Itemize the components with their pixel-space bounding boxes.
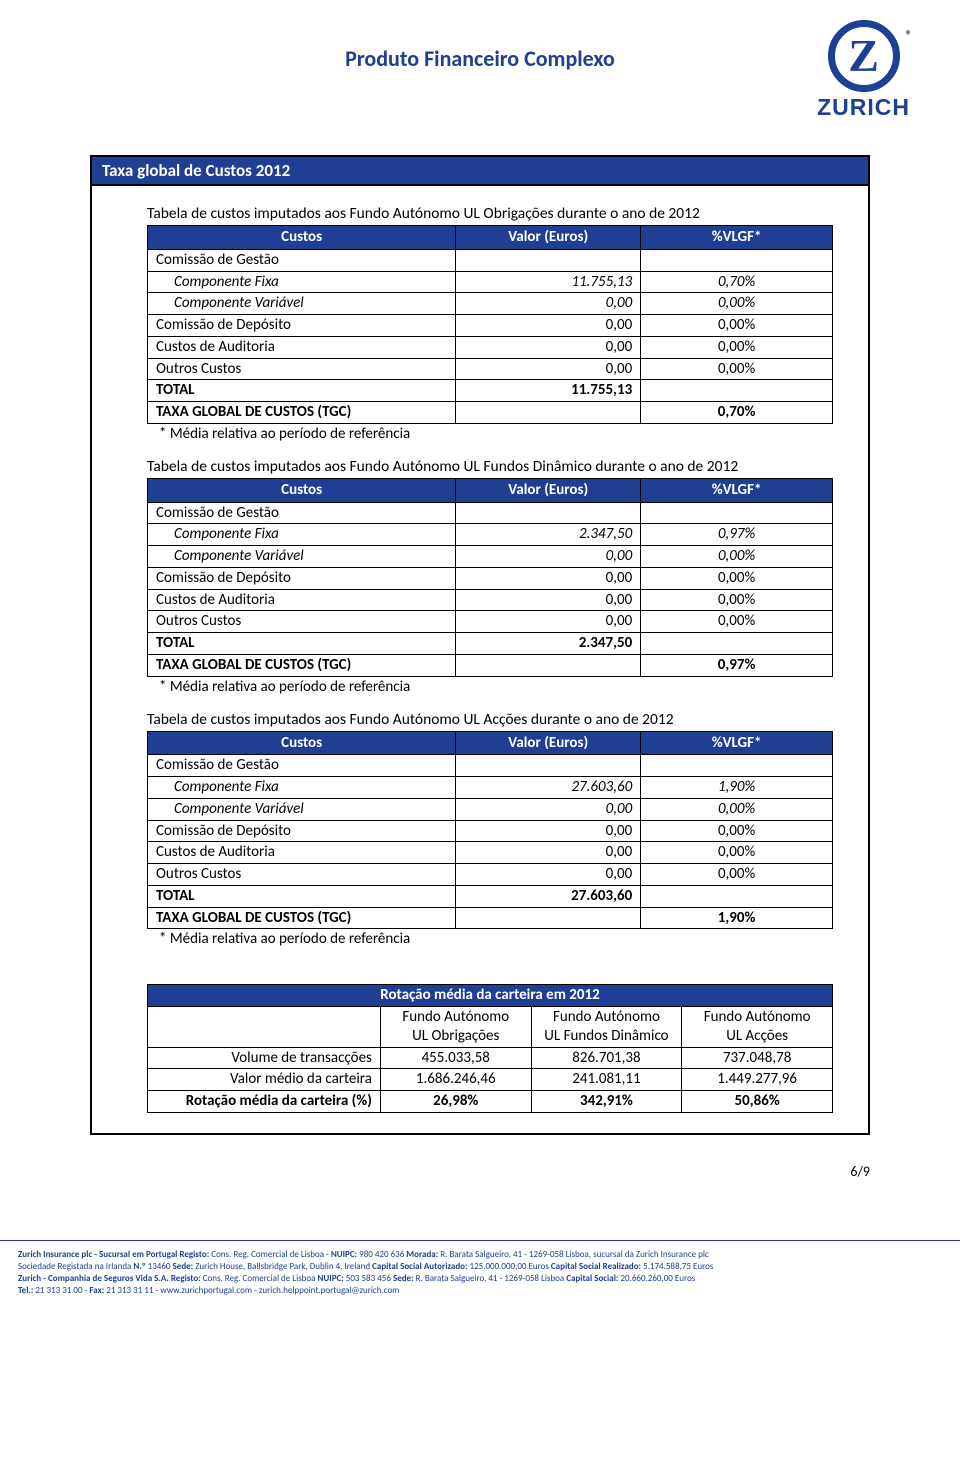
rotation-title: Rotação média da carteira em 2012 (148, 985, 833, 1007)
rotation-subheader: Fundo AutónomoUL ObrigaçõesFundo Autónom… (148, 1007, 833, 1048)
col-vlgf: %VLGF* (641, 478, 833, 502)
table-caption: Tabela de custos imputados aos Fundo Aut… (147, 204, 833, 223)
rotation-row: Valor médio da carteira1.686.246,46241.0… (148, 1069, 833, 1091)
page-number: 6/9 (90, 1163, 870, 1180)
row-comissao-gestao: Comissão de Gestão (148, 502, 833, 524)
table-footnote: * Média relativa ao período de referênci… (147, 678, 833, 696)
rotation-row: Volume de transacções455.033,58826.701,3… (148, 1047, 833, 1069)
document-title: Produto Financeiro Complexo (90, 40, 870, 72)
zurich-logo: Z ® ZURICH (817, 20, 910, 121)
row-tgc: TAXA GLOBAL DE CUSTOS (TGC)0,70% (148, 402, 833, 424)
row-outros-custos: Outros Custos0,000,00% (148, 864, 833, 886)
row-componente-variavel: Componente Variável0,000,00% (148, 546, 833, 568)
col-valor: Valor (Euros) (456, 478, 641, 502)
col-custos: Custos (148, 731, 456, 755)
row-total: TOTAL11.755,13 (148, 380, 833, 402)
cost-table: CustosValor (Euros)%VLGF*Comissão de Ges… (147, 731, 833, 930)
logo-wordmark: ZURICH (817, 94, 910, 121)
row-comissao-deposito: Comissão de Depósito0,000,00% (148, 820, 833, 842)
row-custos-auditoria: Custos de Auditoria0,000,00% (148, 336, 833, 358)
row-tgc: TAXA GLOBAL DE CUSTOS (TGC)0,97% (148, 654, 833, 676)
row-componente-fixa: Componente Fixa2.347,500,97% (148, 524, 833, 546)
row-total: TOTAL2.347,50 (148, 633, 833, 655)
row-componente-variavel: Componente Variável0,000,00% (148, 293, 833, 315)
row-comissao-gestao: Comissão de Gestão (148, 249, 833, 271)
col-vlgf: %VLGF* (641, 731, 833, 755)
table-caption: Tabela de custos imputados aos Fundo Aut… (147, 710, 833, 729)
trademark-symbol: ® (905, 27, 912, 44)
row-componente-fixa: Componente Fixa27.603,601,90% (148, 777, 833, 799)
table-footnote: * Média relativa ao período de referênci… (147, 425, 833, 443)
row-outros-custos: Outros Custos0,000,00% (148, 358, 833, 380)
rotation-col-header: Fundo AutónomoUL Fundos Dinâmico (531, 1007, 682, 1048)
row-outros-custos: Outros Custos0,000,00% (148, 611, 833, 633)
row-custos-auditoria: Custos de Auditoria0,000,00% (148, 842, 833, 864)
logo-letter: Z (848, 33, 879, 79)
rotation-col-header: Fundo AutónomoUL Acções (682, 1007, 833, 1048)
col-vlgf: %VLGF* (641, 226, 833, 250)
logo-circle-icon: Z ® (828, 20, 900, 92)
row-total: TOTAL27.603,60 (148, 885, 833, 907)
col-valor: Valor (Euros) (456, 731, 641, 755)
content-box: Tabela de custos imputados aos Fundo Aut… (90, 186, 870, 1135)
section-header: Taxa global de Custos 2012 (90, 155, 870, 186)
row-componente-fixa: Componente Fixa11.755,130,70% (148, 271, 833, 293)
row-tgc: TAXA GLOBAL DE CUSTOS (TGC)1,90% (148, 907, 833, 929)
row-componente-variavel: Componente Variável0,000,00% (148, 798, 833, 820)
cost-table: CustosValor (Euros)%VLGF*Comissão de Ges… (147, 478, 833, 677)
page-header: Produto Financeiro Complexo Z ® ZURICH (90, 40, 870, 155)
row-custos-auditoria: Custos de Auditoria0,000,00% (148, 589, 833, 611)
row-comissao-deposito: Comissão de Depósito0,000,00% (148, 315, 833, 337)
cost-table: CustosValor (Euros)%VLGF*Comissão de Ges… (147, 225, 833, 424)
col-custos: Custos (148, 478, 456, 502)
page-footer: Zurich Insurance plc - Sucursal em Portu… (0, 1240, 960, 1310)
row-comissao-gestao: Comissão de Gestão (148, 755, 833, 777)
table-caption: Tabela de custos imputados aos Fundo Aut… (147, 457, 833, 476)
col-custos: Custos (148, 226, 456, 250)
rotation-table: Rotação média da carteira em 2012Fundo A… (147, 984, 833, 1113)
col-valor: Valor (Euros) (456, 226, 641, 250)
table-footnote: * Média relativa ao período de referênci… (147, 930, 833, 948)
rotation-row: Rotação média da carteira (%)26,98%342,9… (148, 1091, 833, 1113)
row-comissao-deposito: Comissão de Depósito0,000,00% (148, 567, 833, 589)
rotation-col-header: Fundo AutónomoUL Obrigações (380, 1007, 531, 1048)
